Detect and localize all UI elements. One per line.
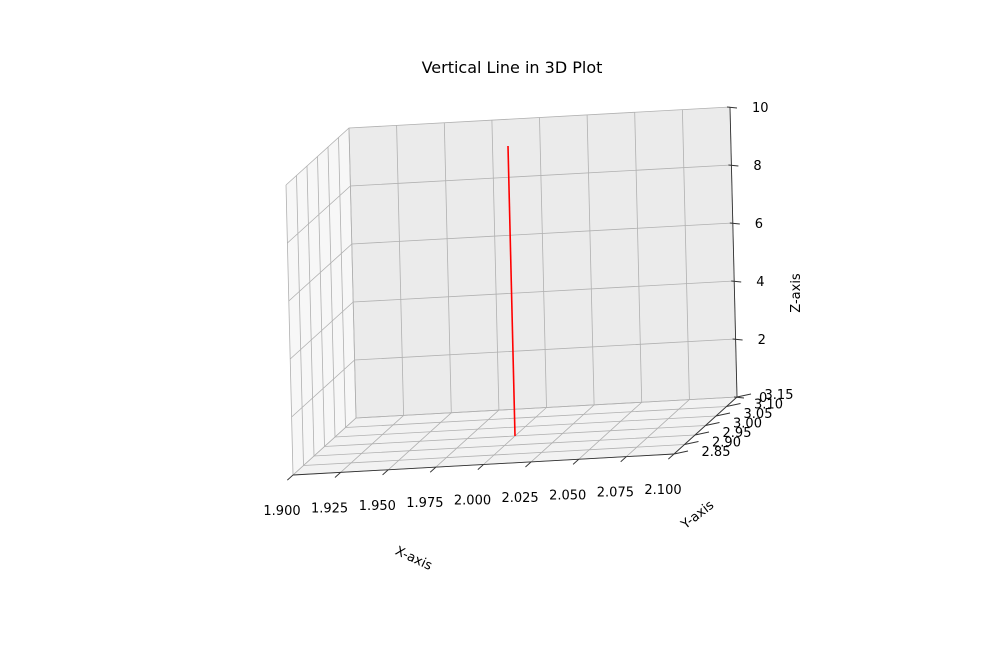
y-axis-label: Y-axis	[678, 498, 717, 533]
x-tick-label: 1.950	[359, 499, 396, 514]
x-tick-label: 1.900	[263, 504, 300, 519]
x-axis-label: X-axis	[393, 544, 435, 574]
x-tick-label: 2.025	[501, 491, 538, 506]
y-tick-label: 3.05	[744, 407, 773, 422]
x-tick	[334, 472, 341, 478]
y-tick-label: 2.90	[712, 436, 741, 451]
z-grid-line	[289, 280, 735, 360]
z-tick	[733, 396, 745, 399]
x-tick	[525, 461, 532, 468]
z-tick	[731, 280, 742, 283]
y-tick	[726, 403, 741, 407]
z-tick-label: 4	[756, 275, 764, 290]
z-tick-label: 2	[758, 333, 766, 348]
z-tick-label: 10	[752, 101, 769, 116]
z-grid-line	[288, 222, 733, 302]
y-tick-label: 3.10	[754, 398, 783, 413]
x-tick	[668, 453, 675, 460]
z-tick	[732, 338, 743, 341]
y-tick	[694, 431, 710, 436]
z-tick-label: 0	[759, 391, 767, 406]
x-tick	[287, 474, 294, 481]
tick-marks	[287, 106, 752, 481]
y-tick-label: 3.00	[733, 417, 762, 432]
z-grid-line	[287, 164, 732, 244]
y-tick-label: 3.15	[765, 388, 794, 403]
x-tick-label: 2.075	[597, 486, 634, 501]
y-tick-label: 2.95	[723, 426, 752, 441]
x-tick-label: 2.050	[549, 488, 586, 503]
y-tick	[684, 441, 699, 445]
y-tick	[673, 450, 689, 455]
x-tick	[382, 469, 389, 476]
series-layer	[507, 145, 516, 437]
z-axis-label: Z-axis	[789, 273, 804, 313]
x-tick	[429, 466, 437, 473]
y-tick	[715, 412, 731, 417]
x-tick-label: 1.925	[311, 501, 348, 516]
chart-title: Vertical Line in 3D Plot	[422, 58, 603, 77]
x-tick-label: 1.975	[406, 496, 443, 511]
y-tick	[736, 393, 752, 398]
series-line-0	[507, 145, 516, 437]
z-axis-line	[729, 106, 738, 398]
tick-labels: 1.900 1.925 1.950 1.975 2.000 2.025 2.050 2.075…	[263, 101, 793, 519]
z-tick	[728, 164, 739, 167]
z-grid-line	[285, 106, 731, 186]
x-tick	[477, 464, 484, 470]
z-tick	[726, 106, 738, 109]
y-tick-label: 2.85	[702, 445, 731, 460]
x-tick-label: 2.000	[454, 494, 491, 509]
z-tick-label: 8	[753, 159, 761, 174]
x-tick	[620, 456, 627, 463]
z-grid-line	[291, 338, 736, 418]
z-tick-label: 6	[755, 217, 763, 232]
y-tick	[705, 422, 720, 426]
x-tick-label: 2.100	[644, 483, 681, 498]
z-tick	[729, 222, 740, 225]
z-grid-line	[292, 396, 738, 476]
x-tick	[572, 458, 580, 465]
